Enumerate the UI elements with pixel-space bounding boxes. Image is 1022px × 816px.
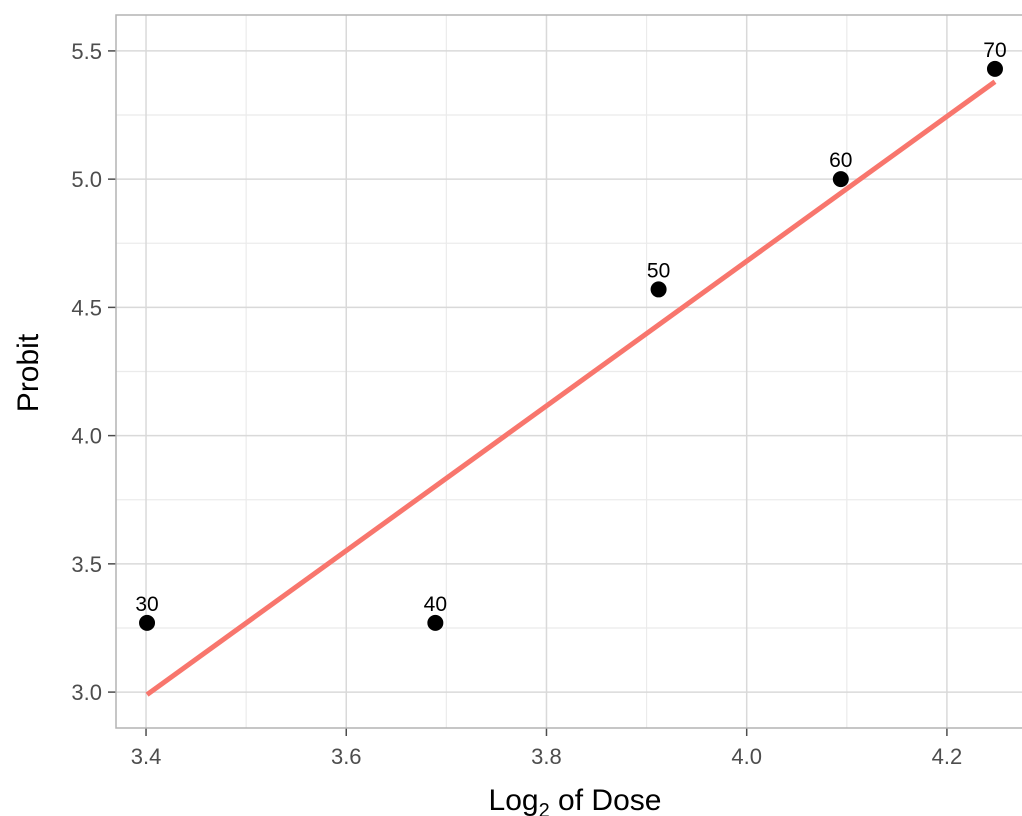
data-point [650, 281, 667, 298]
data-point [427, 614, 444, 631]
data-point [139, 614, 156, 631]
minor-grid [116, 15, 1022, 728]
fit-line [145, 79, 997, 697]
x-tick-label: 4.0 [731, 744, 762, 769]
data-point-label: 50 [647, 259, 670, 282]
x-axis-ticks: 3.4 3.6 3.8 4.0 4.2 [131, 728, 962, 769]
y-tick-label: 3.5 [71, 552, 102, 577]
data-point-label: 30 [135, 593, 158, 616]
x-tick-label: 3.4 [131, 744, 162, 769]
data-points: 30 40 50 60 70 [135, 39, 1007, 631]
y-tick-label: 4.0 [71, 424, 102, 449]
data-point [986, 60, 1003, 77]
y-tick-label: 4.5 [71, 295, 102, 320]
y-tick-label: 5.0 [71, 167, 102, 192]
data-point-label: 40 [424, 593, 447, 616]
major-grid [116, 15, 1022, 728]
x-tick-label: 3.6 [331, 744, 362, 769]
y-axis-title: Probit [12, 333, 45, 412]
x-tick-label: 4.2 [932, 744, 963, 769]
panel-border [115, 14, 1022, 729]
x-axis-title-main: Log [489, 784, 539, 816]
y-axis-ticks: 3.0 3.5 4.0 4.5 5.0 5.5 [71, 39, 116, 705]
x-tick-label: 3.8 [531, 744, 562, 769]
x-axis-title: Log2 of Dose [489, 784, 662, 816]
y-tick-label: 3.0 [71, 680, 102, 705]
y-tick-label: 5.5 [71, 39, 102, 64]
data-point [832, 171, 849, 188]
data-point-label: 70 [983, 39, 1006, 62]
x-axis-title-suffix: of Dose [550, 784, 662, 816]
x-axis-title-subscript: 2 [539, 800, 550, 816]
data-point-label: 60 [829, 149, 852, 172]
